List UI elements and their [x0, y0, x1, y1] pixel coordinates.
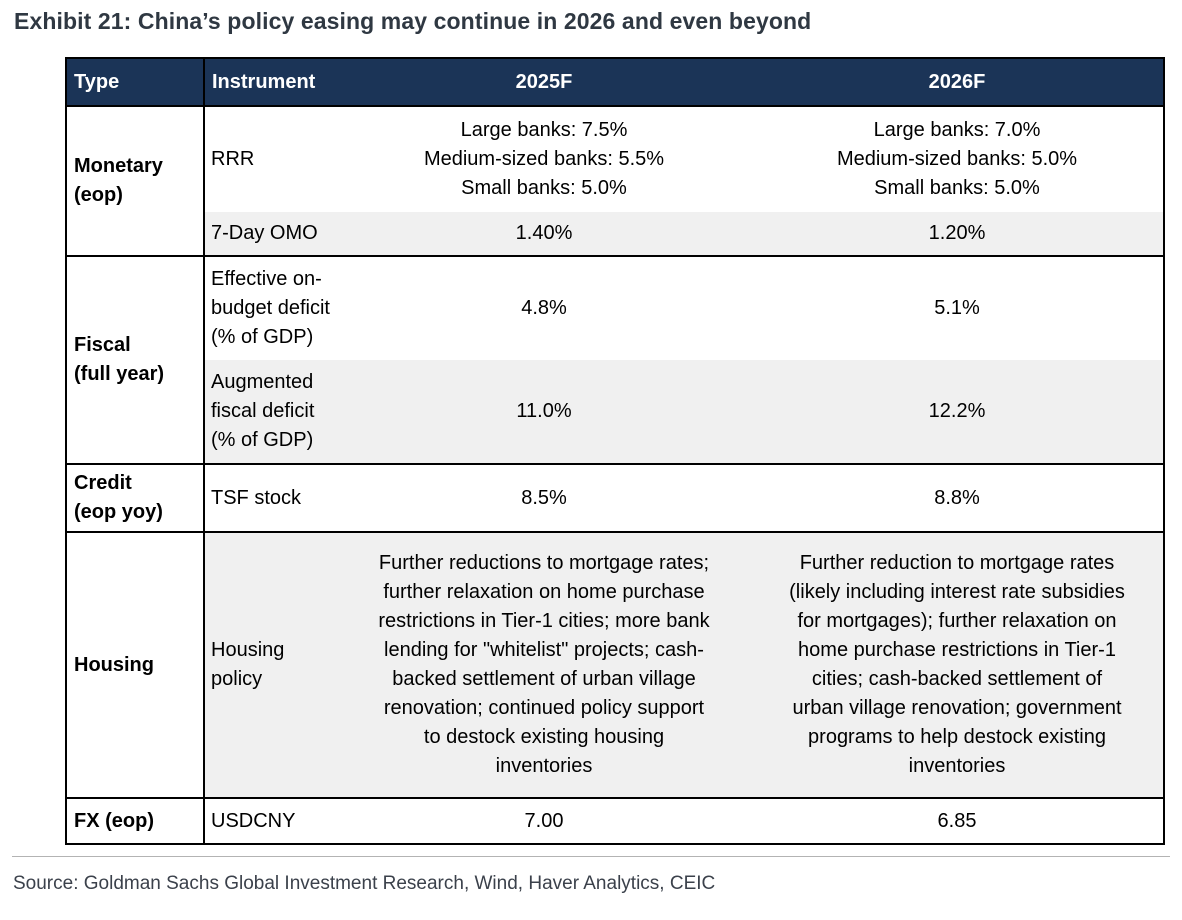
value-2026-usdcny: 6.85	[751, 797, 1164, 844]
column-header-2026f: 2026F	[751, 58, 1164, 107]
type-cell-monetary: Monetary (eop)	[66, 105, 205, 256]
value-2025-usdcny: 7.00	[337, 797, 751, 844]
table-row-usdcny: FX (eop) USDCNY 7.00 6.85	[66, 797, 1164, 844]
value-2026-augmented-deficit: 12.2%	[751, 360, 1164, 464]
table-row-rrr: Monetary (eop) RRR Large banks: 7.5% Med…	[66, 105, 1164, 256]
column-header-type: Type	[66, 58, 205, 107]
value-2025-housing-policy: Further reductions to mortgage rates; fu…	[337, 531, 751, 798]
instrument-cell-effective-deficit: Effective on- budget deficit (% of GDP)	[204, 255, 337, 360]
instrument-cell-augmented-deficit: Augmented fiscal deficit (% of GDP)	[204, 360, 337, 464]
instrument-cell-usdcny: USDCNY	[204, 797, 337, 844]
instrument-cell-rrr: RRR	[204, 105, 337, 212]
policy-table: Type Instrument 2025F 2026F Monetary (eo…	[65, 57, 1165, 845]
table-row-augmented-deficit: Augmented fiscal deficit (% of GDP) 11.0…	[66, 360, 1164, 464]
table-row-housing: Housing Housing policy Further reduction…	[66, 531, 1164, 798]
column-header-instrument: Instrument	[204, 58, 337, 107]
value-2025-tsf: 8.5%	[337, 463, 751, 532]
instrument-cell-omo: 7-Day OMO	[204, 212, 337, 256]
value-2026-tsf: 8.8%	[751, 463, 1164, 532]
value-2025-augmented-deficit: 11.0%	[337, 360, 751, 464]
type-cell-credit: Credit (eop yoy)	[66, 463, 205, 532]
value-2025-effective-deficit: 4.8%	[337, 255, 751, 360]
type-cell-fiscal: Fiscal (full year)	[66, 255, 205, 464]
divider	[12, 856, 1170, 857]
column-header-2025f: 2025F	[337, 58, 751, 107]
value-2026-effective-deficit: 5.1%	[751, 255, 1164, 360]
value-2026-housing-policy: Further reduction to mortgage rates (lik…	[751, 531, 1164, 798]
instrument-cell-housing-policy: Housing policy	[204, 531, 337, 798]
table-row-tsf: Credit (eop yoy) TSF stock 8.5% 8.8%	[66, 463, 1164, 532]
value-2025-rrr: Large banks: 7.5% Medium-sized banks: 5.…	[337, 105, 751, 212]
exhibit-title: Exhibit 21: China’s policy easing may co…	[14, 8, 812, 34]
table-row-omo: 7-Day OMO 1.40% 1.20%	[66, 212, 1164, 256]
value-2025-omo: 1.40%	[337, 212, 751, 256]
table-row-effective-deficit: Fiscal (full year) Effective on- budget …	[66, 255, 1164, 464]
table-header-row: Type Instrument 2025F 2026F	[66, 58, 1164, 107]
value-2026-rrr: Large banks: 7.0% Medium-sized banks: 5.…	[751, 105, 1164, 212]
source-text: Source: Goldman Sachs Global Investment …	[13, 873, 716, 894]
type-cell-fx: FX (eop)	[66, 797, 205, 844]
value-2026-omo: 1.20%	[751, 212, 1164, 256]
type-cell-housing: Housing	[66, 531, 205, 798]
instrument-cell-tsf: TSF stock	[204, 463, 337, 532]
